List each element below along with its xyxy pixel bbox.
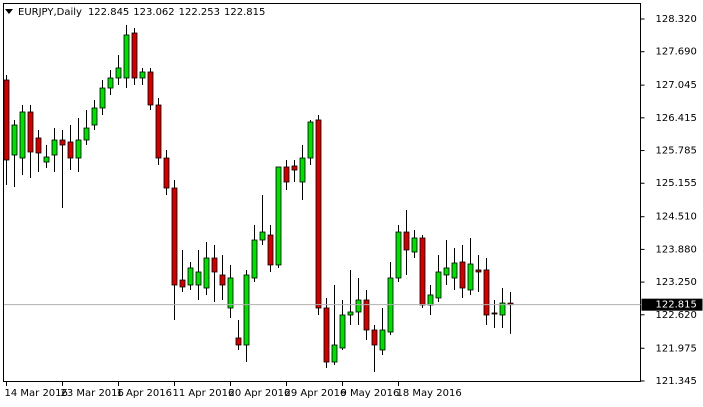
candle-body (347, 311, 354, 316)
candle-body (275, 166, 282, 266)
candle-body (491, 312, 498, 315)
candle-body (163, 157, 170, 189)
last-open: 122.845 (88, 7, 129, 18)
candle-body (243, 274, 250, 346)
candle-body (27, 111, 34, 153)
x-tick-label: 29 Apr 2016 (285, 388, 347, 399)
candle-body (203, 257, 210, 289)
y-tick-label: 123.880 (656, 244, 697, 255)
price-label: 122.815 (656, 300, 697, 311)
candle-body (355, 299, 362, 313)
y-tick-label: 121.975 (656, 343, 697, 354)
menu-arrow (5, 9, 13, 14)
last-close: 122.815 (224, 7, 265, 18)
y-tick-label: 125.155 (656, 178, 697, 189)
candle-body (195, 271, 202, 286)
candle-body (283, 166, 290, 183)
x-tick-label: 14 Mar 2016 (5, 388, 68, 399)
candle-body (139, 71, 146, 79)
candle-body (131, 32, 138, 79)
candle-body (371, 329, 378, 346)
y-tick-label: 127.690 (656, 47, 697, 58)
candle-body (395, 231, 402, 279)
candle-body (59, 139, 66, 146)
candle-body (475, 269, 482, 273)
x-tick-label: 23 Mar 2016 (61, 388, 124, 399)
candle-body (235, 337, 242, 346)
x-tick-label: 1 Apr 2016 (117, 388, 172, 399)
candle-body (443, 267, 450, 276)
candle-body (35, 137, 42, 154)
chart-header: EURJPY,Daily 122.845 123.062 122.253 122.815 (18, 7, 265, 18)
candle-body (411, 237, 418, 253)
candle-body (315, 119, 322, 309)
candle-body (435, 271, 442, 299)
candle-body (483, 269, 490, 316)
candle-body (187, 267, 194, 286)
candle-body (251, 239, 258, 279)
candle-body (3, 79, 10, 161)
candle-body (123, 34, 130, 79)
candle-body (67, 141, 74, 159)
y-tick-label: 126.415 (656, 113, 697, 124)
candle-body (43, 156, 50, 163)
candle-body (299, 157, 306, 183)
plot-frame (3, 3, 641, 382)
candle-body (171, 187, 178, 286)
candle-body (427, 294, 434, 306)
candle-body (211, 257, 218, 273)
candle-body (331, 344, 338, 363)
candle-body (19, 111, 26, 159)
candle-body (99, 87, 106, 109)
x-tick-label: 18 May 2016 (397, 388, 462, 399)
x-tick-label: 20 Apr 2016 (229, 388, 291, 399)
candle-body (107, 77, 114, 89)
candle-body (75, 139, 82, 159)
candle-body (291, 165, 298, 171)
candle-body (467, 263, 474, 291)
candle-body (11, 124, 18, 156)
y-tick-label: 121.345 (656, 376, 697, 387)
x-tick-label: 9 May 2016 (341, 388, 400, 399)
candle-body (379, 329, 386, 351)
candle-body (323, 307, 330, 363)
y-tick-label: 128.320 (656, 14, 697, 25)
y-tick-label: 124.510 (656, 212, 697, 223)
price-label-box (641, 298, 703, 311)
candle-body (219, 274, 226, 286)
y-tick-label: 123.250 (656, 277, 697, 288)
candle-body (51, 139, 58, 156)
y-tick-label: 127.045 (656, 80, 697, 91)
x-tick-label: 11 Apr 2016 (173, 388, 235, 399)
candle-body (267, 234, 274, 266)
last-high: 123.062 (133, 7, 174, 18)
candle-body (499, 302, 506, 316)
y-tick-label: 122.620 (656, 310, 697, 321)
y-tick-label: 125.785 (656, 146, 697, 157)
candle-body (307, 121, 314, 159)
candle-body (155, 104, 162, 159)
candle-body (419, 237, 426, 306)
last-low: 122.253 (179, 7, 220, 18)
candle-body (451, 262, 458, 279)
candle-body (83, 127, 90, 141)
candle-body (147, 71, 154, 106)
candle-body (403, 231, 410, 251)
candle-body (363, 299, 370, 331)
candle-body (91, 107, 98, 126)
candle-body (259, 231, 266, 241)
candle-body (115, 67, 122, 79)
candle-body (339, 314, 346, 349)
candle-body (227, 277, 234, 309)
candle-body (459, 261, 466, 289)
chart-title: EURJPY,Daily (18, 7, 82, 18)
candle-body (179, 279, 186, 288)
